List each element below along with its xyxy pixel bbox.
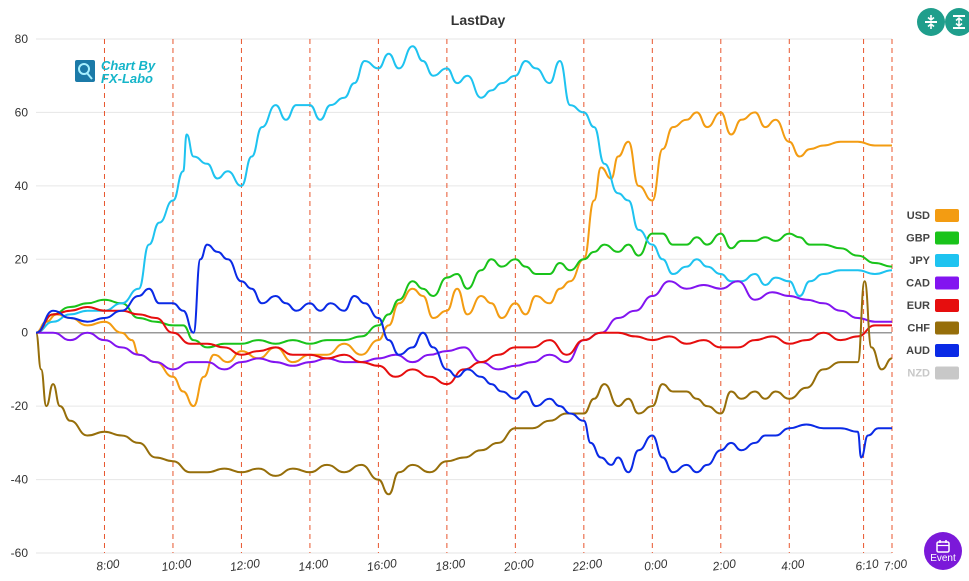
x-tick-label: 18:00 [434,556,466,574]
expand-icon [925,15,937,29]
event-label: Event [930,552,956,564]
x-tick-label: 8:00 [95,556,120,573]
series-line-chf [35,280,893,496]
legend-label: CHF [907,323,930,335]
x-tick-label: 6:10 [854,556,879,573]
x-tick-label: 4:00 [780,556,805,573]
y-tick-label: 0 [21,326,28,340]
legend-item-jpy[interactable]: JPY [909,254,959,267]
calendar-icon [936,539,950,553]
series-line-jpy [35,45,893,334]
event-button[interactable]: Event [924,532,962,570]
series-line-eur [35,306,892,386]
legend-label: JPY [909,255,930,267]
legend-label: GBP [906,233,930,245]
y-tick-label: -60 [11,546,29,560]
y-tick-label: 40 [15,179,29,193]
collapse-icon [953,15,965,29]
x-tick-label: 2:00 [711,556,737,573]
y-tick-label: 60 [15,105,29,119]
legend-swatch [935,231,959,245]
legend-swatch [935,366,959,380]
legend-swatch [935,321,959,335]
series-line-aud [35,243,892,474]
y-tick-label: 80 [15,32,29,46]
x-tick-label: 20:00 [502,556,535,574]
x-tick-label: 12:00 [229,556,261,574]
legend-label: AUD [906,345,930,357]
legend-item-cad[interactable]: CAD [906,276,959,290]
legend-label: CAD [906,278,930,290]
legend-item-usd[interactable]: USD [907,209,959,222]
legend-item-aud[interactable]: AUD [906,344,959,357]
logo-line1: Chart By [101,58,156,73]
collapse-button[interactable] [945,8,969,36]
fx-labo-logo: Chart By FX-Labo [75,58,156,86]
chart-title: LastDay [451,12,506,28]
legend-item-eur[interactable]: EUR [907,299,959,312]
x-tick-label: 16:00 [366,556,398,574]
legend-label: NZD [907,368,930,380]
magnifier-icon [78,63,90,75]
legend-swatch [935,344,959,357]
y-tick-label: -20 [11,399,29,413]
time-markers [103,39,893,553]
x-tick-label: 14:00 [298,556,330,574]
series-line-usd [35,111,892,408]
legend-label: USD [907,210,930,222]
y-tick-label: -40 [11,473,29,487]
y-tick-label: 20 [15,252,29,266]
legend: USD GBP JPY CAD EUR CHF AUD NZD [906,209,959,380]
legend-swatch [935,254,959,267]
x-tick-label: 0:00 [643,556,668,573]
series-line-cad [36,280,892,371]
series-line-gbp [35,232,893,349]
legend-swatch [935,209,959,222]
x-axis: 8:00 10:00 12:00 14:00 16:00 18:00 20:00 22:00 0… [95,556,908,574]
legend-item-chf[interactable]: CHF [907,321,959,335]
legend-swatch [935,276,959,290]
x-tick-label: 22:00 [570,556,603,574]
legend-item-gbp[interactable]: GBP [906,231,959,245]
logo-line2: FX-Labo [101,71,153,86]
y-axis: 80 60 40 20 0 -20 -40 -60 [11,32,29,560]
expand-button[interactable] [917,8,945,36]
legend-swatch [935,299,959,312]
legend-item-nzd[interactable]: NZD [907,366,959,380]
x-tick-label: 10:00 [161,556,193,574]
series-lines [35,45,893,496]
legend-label: EUR [907,300,930,312]
x-tick-label: 7:00 [883,556,908,573]
